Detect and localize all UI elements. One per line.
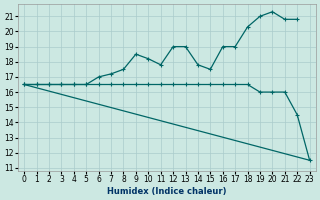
X-axis label: Humidex (Indice chaleur): Humidex (Indice chaleur) (107, 187, 227, 196)
